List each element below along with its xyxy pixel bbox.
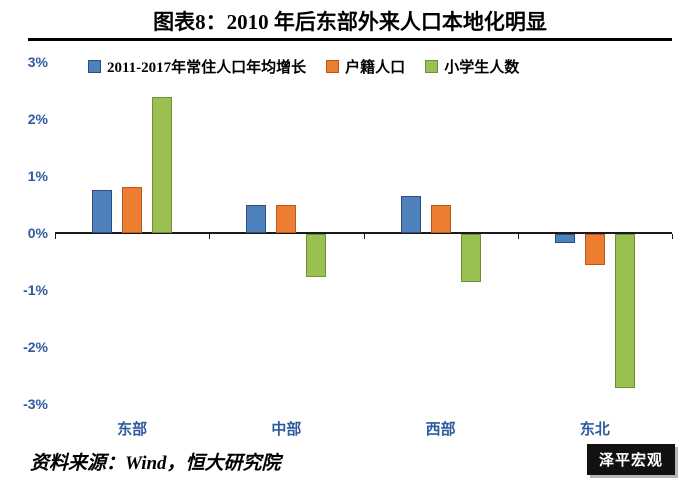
chart-title: 图表8：2010 年后东部外来人口本地化明显 [153,10,547,34]
y-axis-tick-label: 2% [27,111,48,127]
brand-watermark: 泽平宏观 [586,444,675,475]
legend: 2011-2017年常住人口年均增长 户籍人口 小学生人数 [88,56,519,77]
bar-东部-series2 [152,97,173,233]
legend-label: 户籍人口 [345,60,406,76]
bar-中部-series1 [276,204,297,233]
chart-area: 2011-2017年常住人口年均增长 户籍人口 小学生人数 3% 2% 1% 0% -1% -… [0,44,700,440]
title-rule [28,38,672,41]
x-axis-tick [209,234,211,239]
x-axis-category-label: 中部 [271,422,302,438]
source-note: 资料来源：Wind，恒大研究院 [30,453,281,474]
bar-西部-series1 [430,204,451,233]
legend-item-0: 2011-2017年常住人口年均增长 [88,56,306,77]
x-axis-tick [517,234,519,239]
y-axis-tick-label: -1% [23,282,48,298]
y-axis-tick-label: -2% [23,339,48,355]
x-axis-category-label: 东北 [579,422,610,438]
x-axis-line [55,232,672,234]
legend-label: 小学生人数 [444,60,520,76]
bar-东北-series0 [554,234,575,243]
bar-东部-series1 [122,187,143,233]
footer: 资料来源：Wind，恒大研究院 泽平宏观 [0,440,700,485]
x-axis-tick [363,234,365,239]
bar-西部-series2 [460,234,481,283]
bar-东北-series1 [584,234,605,266]
y-axis-tick-label: 1% [27,168,48,184]
bar-西部-series0 [400,195,421,233]
x-axis-tick [55,234,56,239]
bar-中部-series2 [306,234,327,277]
legend-label: 2011-2017年常住人口年均增长 [107,60,307,76]
legend-swatch-icon [425,60,439,73]
y-axis-tick-label: 0% [27,225,48,241]
y-axis-tick-label: -3% [23,396,48,412]
legend-item-1: 户籍人口 [326,56,405,77]
bar-中部-series0 [246,204,267,233]
legend-swatch-icon [88,60,101,73]
x-axis-category-label: 西部 [425,422,456,438]
x-axis-tick [672,234,673,239]
y-axis-tick-label: 3% [27,54,48,70]
legend-swatch-icon [326,60,340,73]
legend-item-2: 小学生人数 [425,56,519,77]
x-axis-category-label: 东部 [117,422,148,438]
bar-东北-series2 [614,234,635,388]
bar-东部-series0 [92,190,113,233]
